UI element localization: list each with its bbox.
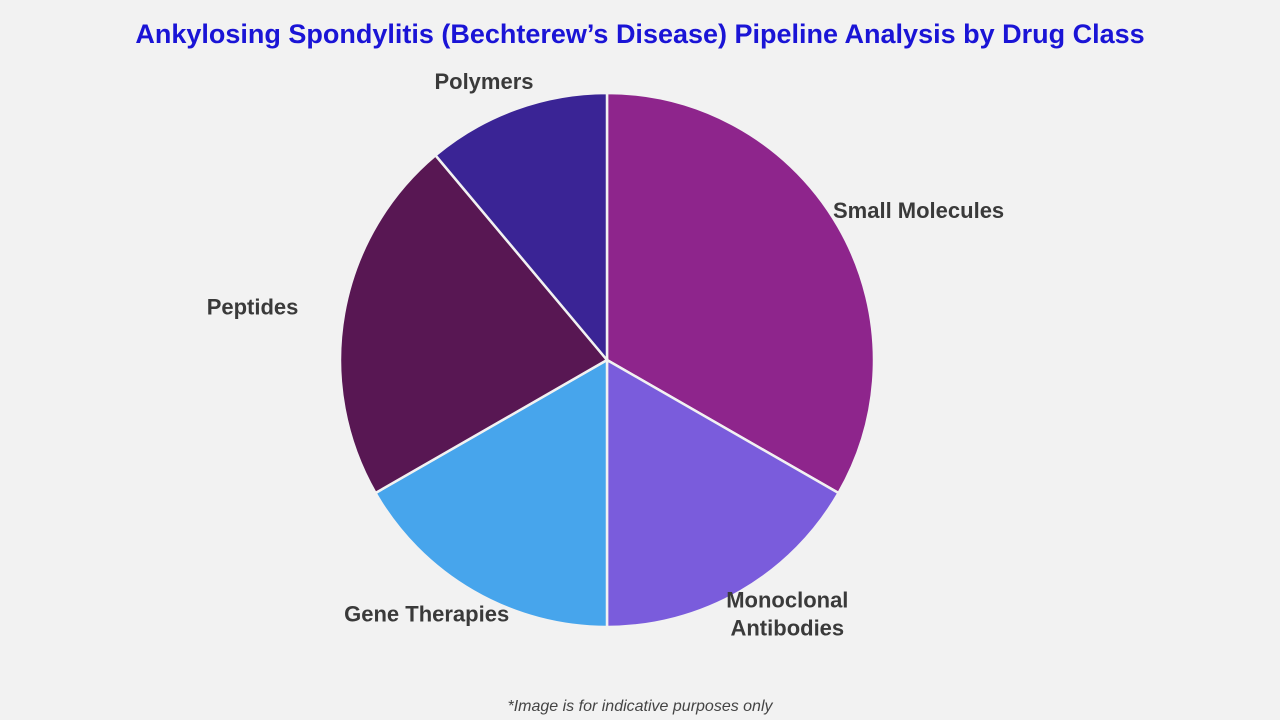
chart-title: Ankylosing Spondylitis (Bechterew’s Dise…: [135, 19, 1144, 49]
slice-label: Peptides: [207, 294, 299, 319]
slice-label: Gene Therapies: [344, 601, 509, 626]
slice-label: Monoclonal Antibodies: [726, 587, 848, 640]
pie-slice: [605, 91, 876, 495]
pie-slice: [338, 153, 609, 495]
label-line: Polymers: [434, 69, 533, 94]
pie-slice: [605, 357, 841, 629]
footnote: *Image is for indicative purposes only: [507, 698, 773, 715]
label-line: Gene Therapies: [344, 601, 509, 626]
slice-label: Small Molecules: [833, 198, 1004, 223]
label-line: Peptides: [207, 294, 299, 319]
pie-slice: [433, 91, 609, 364]
label-line: Monoclonal: [726, 587, 848, 612]
label-line: Small Molecules: [833, 198, 1004, 223]
pie-slice: [373, 357, 609, 629]
slice-label: Polymers: [434, 69, 533, 94]
label-line: Antibodies: [730, 615, 844, 640]
